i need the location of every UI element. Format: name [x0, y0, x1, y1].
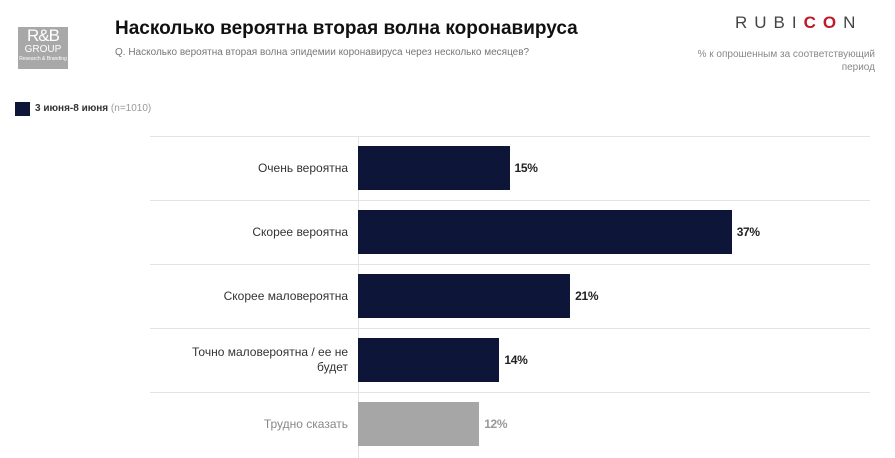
legend-swatch — [15, 102, 30, 116]
logo-main: R&B — [27, 26, 60, 45]
category-label: Очень вероятна — [257, 160, 348, 175]
bar — [358, 210, 732, 254]
value-label: 12% — [484, 417, 508, 431]
legend: 3 июня-8 июня (n=1010) — [35, 103, 151, 114]
brand-part: CO — [803, 13, 844, 32]
category-label: Трудно сказать — [263, 416, 348, 431]
brand-logo: RUBICON — [735, 13, 862, 33]
logo: R&B GROUP Research & Branding — [18, 27, 68, 69]
bar — [358, 274, 571, 318]
value-label: 14% — [504, 353, 528, 367]
category-label: Скорее маловероятна — [223, 288, 348, 303]
subtitle: Q. Насколько вероятна вторая волна эпиде… — [115, 47, 530, 58]
brand-part: RUBI — [735, 13, 804, 32]
legend-label: 3 июня-8 июня — [35, 103, 109, 114]
row-separator — [150, 328, 870, 329]
brand-part: N — [843, 13, 863, 32]
row-separator — [150, 200, 870, 201]
legend-note: (n=1010) — [110, 103, 152, 114]
row-separator — [150, 264, 870, 265]
value-label: 21% — [575, 289, 599, 303]
row-separator — [150, 392, 870, 393]
bar — [358, 402, 480, 446]
category-label: Скорее вероятна — [252, 224, 348, 239]
row-separator — [150, 136, 870, 137]
note: % к опрошенным за соответствующий период — [697, 49, 875, 73]
bar — [358, 146, 510, 190]
bar — [358, 338, 500, 382]
value-label: 15% — [514, 161, 538, 175]
logo-group: GROUP — [24, 44, 62, 55]
category-label: Точно маловероятна / ее не будет — [192, 345, 348, 374]
chart-title: Насколько вероятна вторая волна коронави… — [115, 18, 578, 39]
value-label: 37% — [736, 225, 760, 239]
logo-tagline: Research & Branding — [19, 56, 67, 62]
